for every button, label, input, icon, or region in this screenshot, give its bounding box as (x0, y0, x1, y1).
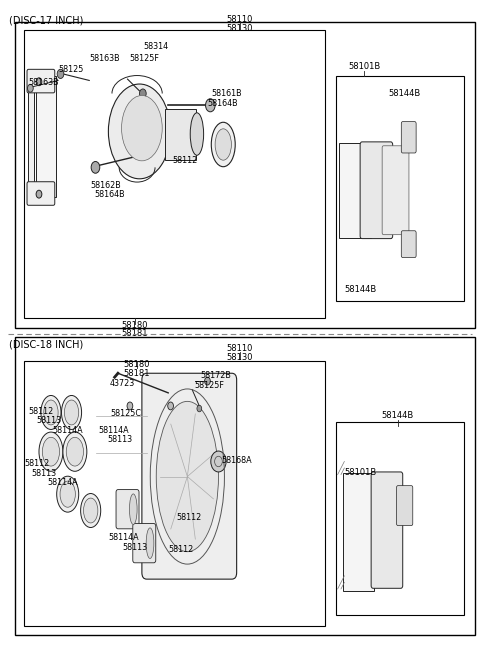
Ellipse shape (41, 396, 61, 430)
Text: 58180: 58180 (124, 360, 150, 369)
Ellipse shape (211, 122, 235, 167)
Circle shape (57, 69, 64, 79)
FancyBboxPatch shape (401, 122, 416, 153)
FancyBboxPatch shape (401, 231, 416, 257)
Bar (336, 422, 464, 615)
Text: 58163B: 58163B (89, 54, 120, 63)
Text: 58114A: 58114A (108, 533, 139, 542)
FancyBboxPatch shape (382, 146, 409, 234)
Ellipse shape (108, 84, 170, 179)
Text: 58113: 58113 (36, 417, 62, 426)
Ellipse shape (61, 396, 82, 430)
FancyBboxPatch shape (343, 473, 373, 591)
Text: 58162B: 58162B (91, 181, 121, 189)
Text: 58125F: 58125F (129, 54, 159, 63)
Ellipse shape (81, 493, 101, 527)
Circle shape (127, 402, 133, 410)
Text: 58112: 58112 (28, 407, 54, 416)
Circle shape (91, 162, 100, 174)
Text: (DISC-17 INCH): (DISC-17 INCH) (9, 15, 84, 25)
Bar (336, 76, 464, 301)
FancyBboxPatch shape (27, 69, 55, 93)
Text: 58181: 58181 (124, 369, 150, 378)
Text: 58112: 58112 (172, 156, 197, 164)
Circle shape (36, 78, 42, 86)
Ellipse shape (39, 432, 63, 472)
Circle shape (36, 190, 42, 198)
Bar (36, 76, 56, 196)
Circle shape (197, 405, 202, 412)
Circle shape (140, 89, 146, 98)
Bar (15, 337, 475, 635)
Text: 58112: 58112 (24, 459, 50, 468)
Text: 58101B: 58101B (344, 468, 377, 477)
Bar (24, 30, 325, 318)
Circle shape (204, 377, 210, 385)
Text: 58125F: 58125F (194, 381, 225, 390)
Ellipse shape (84, 498, 98, 523)
Text: 58144B: 58144B (344, 285, 377, 294)
Text: 58113: 58113 (123, 543, 148, 552)
Text: 58112: 58112 (168, 545, 193, 554)
Text: 58164B: 58164B (207, 99, 238, 108)
Circle shape (168, 402, 173, 410)
Ellipse shape (130, 494, 137, 525)
Ellipse shape (215, 129, 231, 160)
Text: 58314: 58314 (144, 42, 168, 51)
Text: 58163B: 58163B (28, 78, 59, 87)
Text: 58114A: 58114A (52, 426, 83, 435)
Ellipse shape (66, 438, 84, 466)
FancyBboxPatch shape (371, 472, 403, 588)
FancyBboxPatch shape (339, 143, 371, 238)
Text: 58181: 58181 (121, 329, 148, 339)
Text: 58144B: 58144B (388, 89, 420, 98)
Text: 58130: 58130 (227, 353, 253, 362)
Text: 58114A: 58114A (48, 478, 78, 487)
Text: 58161B: 58161B (211, 89, 242, 98)
FancyBboxPatch shape (360, 142, 393, 238)
FancyBboxPatch shape (142, 373, 237, 579)
Ellipse shape (44, 400, 58, 425)
Text: 58172B: 58172B (201, 371, 232, 381)
Text: 58125C: 58125C (111, 409, 142, 419)
Text: 43723: 43723 (110, 379, 135, 388)
Text: 58168A: 58168A (222, 456, 252, 464)
Text: 58110: 58110 (227, 345, 253, 354)
Text: 58112: 58112 (177, 513, 202, 521)
Text: 58101B: 58101B (348, 62, 381, 71)
Text: (DISC-18 INCH): (DISC-18 INCH) (9, 339, 84, 349)
FancyBboxPatch shape (133, 523, 156, 563)
Ellipse shape (121, 96, 162, 161)
Text: 58113: 58113 (107, 436, 132, 445)
Circle shape (27, 84, 33, 92)
Ellipse shape (190, 113, 204, 155)
Ellipse shape (42, 438, 60, 466)
Bar (28, 71, 34, 203)
FancyBboxPatch shape (116, 489, 139, 529)
Text: 58114A: 58114A (99, 426, 130, 435)
Bar (15, 22, 475, 328)
Text: 58144B: 58144B (382, 411, 414, 421)
Ellipse shape (63, 432, 87, 472)
Circle shape (211, 451, 226, 472)
Ellipse shape (156, 402, 218, 552)
Text: 58110: 58110 (227, 15, 253, 24)
Ellipse shape (146, 528, 154, 559)
Ellipse shape (57, 476, 79, 512)
Circle shape (205, 99, 215, 112)
FancyBboxPatch shape (165, 109, 196, 160)
Text: 58130: 58130 (227, 24, 253, 33)
Bar (24, 361, 325, 626)
Text: 58125: 58125 (58, 65, 84, 74)
Text: 58113: 58113 (32, 469, 57, 477)
Text: 58164B: 58164B (94, 191, 125, 199)
FancyBboxPatch shape (396, 485, 413, 525)
FancyBboxPatch shape (27, 181, 55, 205)
Text: 58180: 58180 (121, 321, 148, 330)
Ellipse shape (64, 400, 79, 425)
Ellipse shape (60, 481, 75, 507)
